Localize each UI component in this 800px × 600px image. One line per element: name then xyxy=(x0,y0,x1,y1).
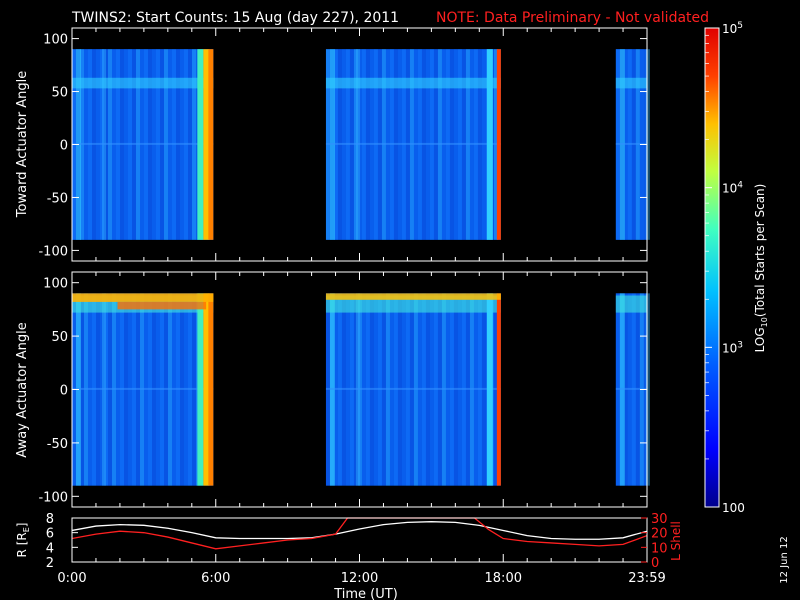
y-tick-label: 50 xyxy=(51,86,68,101)
x-tick-label: 23:59 xyxy=(628,571,665,586)
heatmap-edge xyxy=(197,49,204,240)
x-tick-label: 0:00 xyxy=(57,571,86,586)
left-tick-label: 6 xyxy=(46,527,54,542)
heatmap-edge xyxy=(486,293,493,486)
toward-ylabel: Toward Actuator Angle xyxy=(15,71,30,218)
y-tick-label: 100 xyxy=(43,277,68,292)
y-tick-label: 100 xyxy=(43,33,68,48)
right-tick-label: 10 xyxy=(651,541,668,556)
heatmap-edge xyxy=(496,49,501,240)
heatmap-hotspot xyxy=(72,293,214,302)
colorbar-tick-exp: 5 xyxy=(737,21,743,31)
heatmap-streak xyxy=(645,293,650,486)
away-panel: -100 -50 0 50 100 xyxy=(38,271,650,508)
r-label-end: ] xyxy=(15,523,29,528)
chart-title: TWINS2: Start Counts: 15 Aug (day 227), … xyxy=(71,10,399,26)
heatmap-band xyxy=(325,77,501,89)
svg-text:LOG10(Total Starts per Scan): LOG10(Total Starts per Scan) xyxy=(753,184,769,353)
y-tick-label: 50 xyxy=(51,330,68,345)
colorbar-label: LOG10(Total Starts per Scan) xyxy=(753,184,769,353)
colorbar-label-rest: (Total Starts per Scan) xyxy=(753,184,767,318)
colorbar-label-main: LOG xyxy=(753,327,767,352)
preliminary-note: NOTE: Data Preliminary - Not validated xyxy=(436,10,709,26)
colorbar-tick-label: 105 xyxy=(722,21,743,36)
orbit-xlabel: Time (UT) xyxy=(333,587,398,600)
colorbar-tick-base: 10 xyxy=(722,22,737,36)
heatmap-edge xyxy=(203,293,210,486)
y-tick-label: 0 xyxy=(60,139,68,154)
right-tick-label: 20 xyxy=(651,527,668,542)
r-label: R [R xyxy=(15,532,29,557)
colorbar-label-sub: 10 xyxy=(760,317,769,327)
heatmap-band xyxy=(72,77,214,89)
x-tick-label: 6:00 xyxy=(201,571,230,586)
svg-text:R [RE]: R [RE] xyxy=(15,523,31,558)
y-tick-label: -100 xyxy=(38,244,68,259)
heatmap-edge xyxy=(208,293,214,486)
heatmap-zero-band xyxy=(325,142,501,145)
r-line xyxy=(72,521,647,540)
colorbar-tick-exp: 4 xyxy=(737,181,743,191)
heatmap-hotspot xyxy=(325,293,501,300)
right-tick-label: 0 xyxy=(651,556,659,571)
x-tick-label: 12:00 xyxy=(341,571,378,586)
r-label-sub: E xyxy=(22,527,31,532)
heatmap-zero-band xyxy=(72,142,214,145)
heatmap-edge xyxy=(208,49,214,240)
heatmap-zero-band xyxy=(325,387,501,390)
x-tick-label: 18:00 xyxy=(485,571,522,586)
toward-panel: -100 -50 0 50 100 xyxy=(38,27,650,262)
heatmap-edge xyxy=(496,293,501,486)
left-tick-label: 4 xyxy=(46,541,54,556)
left-tick-label: 2 xyxy=(46,556,54,571)
colorbar-tick-exp: 3 xyxy=(737,340,743,350)
y-tick-label: 0 xyxy=(60,384,68,399)
heatmap-hotspot xyxy=(117,301,207,310)
colorbar-tick-label: 104 xyxy=(722,181,743,196)
colorbar-tick-label: 103 xyxy=(722,340,743,355)
right-tick-label: 30 xyxy=(651,512,668,527)
colorbar-tick-base: 10 xyxy=(722,182,737,196)
heatmap-band xyxy=(615,77,647,89)
heatmap-zero-band xyxy=(615,142,647,145)
date-stamp: 12 Jun 12 xyxy=(779,536,790,583)
y-tick-label: -100 xyxy=(38,490,68,505)
heatmap-edge xyxy=(197,293,204,486)
heatmap-band xyxy=(615,295,647,313)
orbit-left-ylabel: R [RE] xyxy=(15,523,31,558)
heatmap-edge xyxy=(486,49,493,240)
away-ylabel: Away Actuator Angle xyxy=(15,322,30,457)
colorbar-gradient xyxy=(704,27,720,508)
heatmap-streak xyxy=(645,49,650,240)
y-tick-label: -50 xyxy=(47,437,68,452)
heatmap-zero-band xyxy=(615,387,647,390)
heatmap-zero-band xyxy=(72,387,214,390)
lshell-line xyxy=(72,517,647,550)
colorbar-tick-base: 100 xyxy=(722,501,745,515)
heatmap-edge xyxy=(203,49,210,240)
orbit-right-ylabel: L Shell xyxy=(669,521,683,561)
colorbar-tick-base: 10 xyxy=(722,341,737,355)
left-tick-label: 8 xyxy=(46,512,54,527)
colorbar-tick-label: 100 xyxy=(722,501,745,515)
y-tick-label: -50 xyxy=(47,191,68,206)
